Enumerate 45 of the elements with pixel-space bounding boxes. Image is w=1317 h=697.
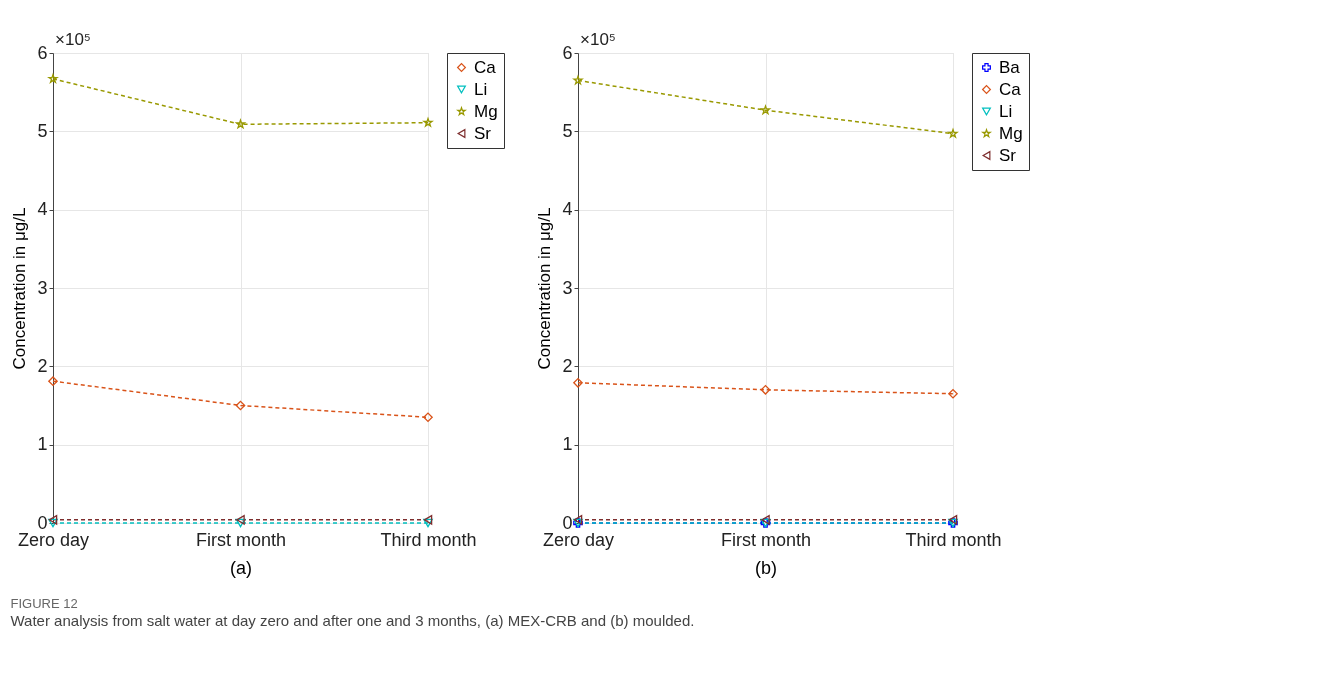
y-tick-label: 2 (562, 355, 573, 376)
point (48, 376, 58, 387)
legend-label: Mg (999, 123, 1023, 143)
y-tick-label: 3 (562, 277, 573, 298)
y-tick-label: 2 (37, 355, 48, 376)
legend-label: Ca (999, 79, 1022, 99)
y-tick-label: 1 (37, 434, 48, 455)
point (235, 518, 246, 528)
y-axis-title: Concentration in μg/L (535, 207, 555, 370)
x-tick-label: First month (195, 529, 287, 550)
point (948, 388, 958, 399)
legend-label: Li (474, 79, 488, 99)
text: Water analysis from salt water at day zero and after one and 3 months, (a) MEX-CRB and (b) moulded. (10, 611, 695, 629)
y-tick-label: 6 (37, 42, 48, 63)
y-tick-label: 3 (37, 277, 48, 298)
point (235, 400, 246, 411)
text: ×10⁵ (55, 30, 91, 49)
point (573, 377, 583, 388)
x-axis-title: (b) (755, 557, 777, 578)
x-tick-label: First month (720, 529, 812, 550)
legend-label: Mg (474, 101, 498, 121)
x-tick-label: Third month (905, 529, 1002, 550)
y-tick-label: 4 (37, 199, 48, 220)
point (760, 385, 771, 395)
point (573, 75, 583, 85)
y-tick-label: 5 (37, 120, 48, 141)
point (948, 128, 958, 138)
y-axis-title: Concentration in μg/L (10, 207, 30, 370)
text: ×10⁵ (580, 30, 616, 49)
point (760, 105, 771, 115)
legend-label: Ca (474, 57, 497, 77)
point (423, 412, 433, 423)
legend-label: Li (999, 101, 1013, 121)
caption: FIGURE 12 (10, 595, 78, 611)
x-tick-label: Third month (380, 529, 477, 550)
legend-label: Sr (474, 123, 492, 143)
x-axis-title: (a) (230, 557, 252, 578)
point (235, 119, 246, 129)
y-tick-label: 4 (562, 199, 573, 220)
y-tick-label: 1 (562, 434, 573, 455)
point (423, 117, 433, 127)
legend-label: Sr (999, 145, 1017, 165)
y-tick-label: 6 (562, 42, 573, 63)
y-tick-label: 5 (562, 120, 573, 141)
legend-label: Ba (999, 57, 1021, 77)
